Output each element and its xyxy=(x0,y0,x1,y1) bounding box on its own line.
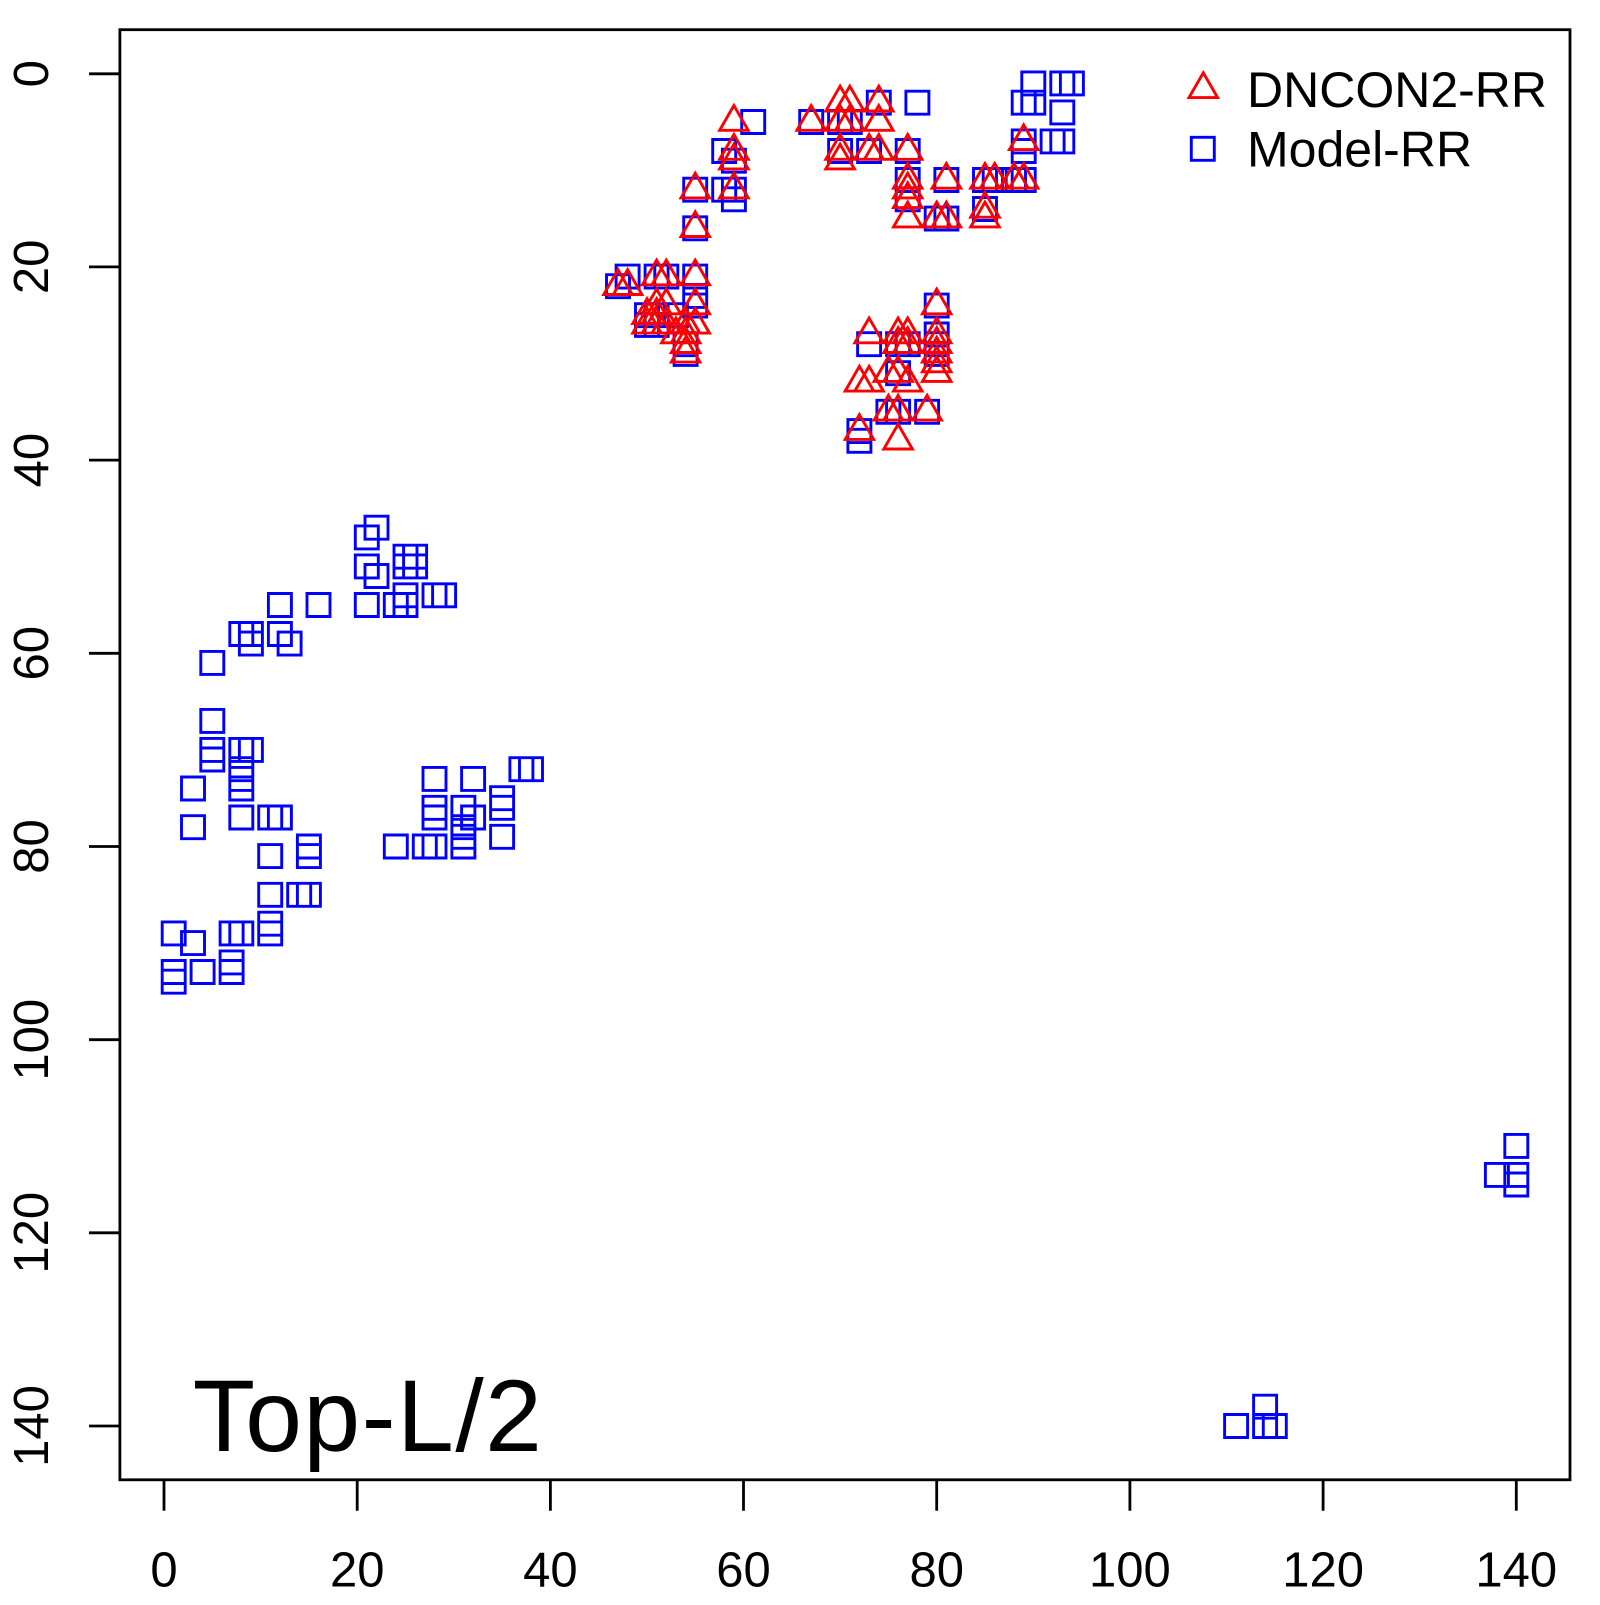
svg-text:80: 80 xyxy=(5,819,59,874)
svg-text:140: 140 xyxy=(1475,1544,1557,1598)
svg-text:40: 40 xyxy=(5,433,59,488)
svg-text:20: 20 xyxy=(330,1544,385,1598)
svg-text:100: 100 xyxy=(5,999,59,1081)
svg-text:0: 0 xyxy=(5,60,59,87)
svg-text:100: 100 xyxy=(1089,1544,1171,1598)
svg-text:0: 0 xyxy=(150,1544,177,1598)
svg-text:140: 140 xyxy=(5,1385,59,1467)
svg-text:Model-RR: Model-RR xyxy=(1247,122,1472,178)
svg-text:60: 60 xyxy=(5,626,59,681)
svg-text:20: 20 xyxy=(5,240,59,295)
svg-text:120: 120 xyxy=(5,1192,59,1274)
svg-text:120: 120 xyxy=(1282,1544,1364,1598)
svg-text:80: 80 xyxy=(909,1544,964,1598)
svg-text:Top-L/2: Top-L/2 xyxy=(193,1359,544,1473)
svg-text:60: 60 xyxy=(716,1544,771,1598)
svg-text:DNCON2-RR: DNCON2-RR xyxy=(1247,62,1547,118)
svg-text:40: 40 xyxy=(523,1544,578,1598)
